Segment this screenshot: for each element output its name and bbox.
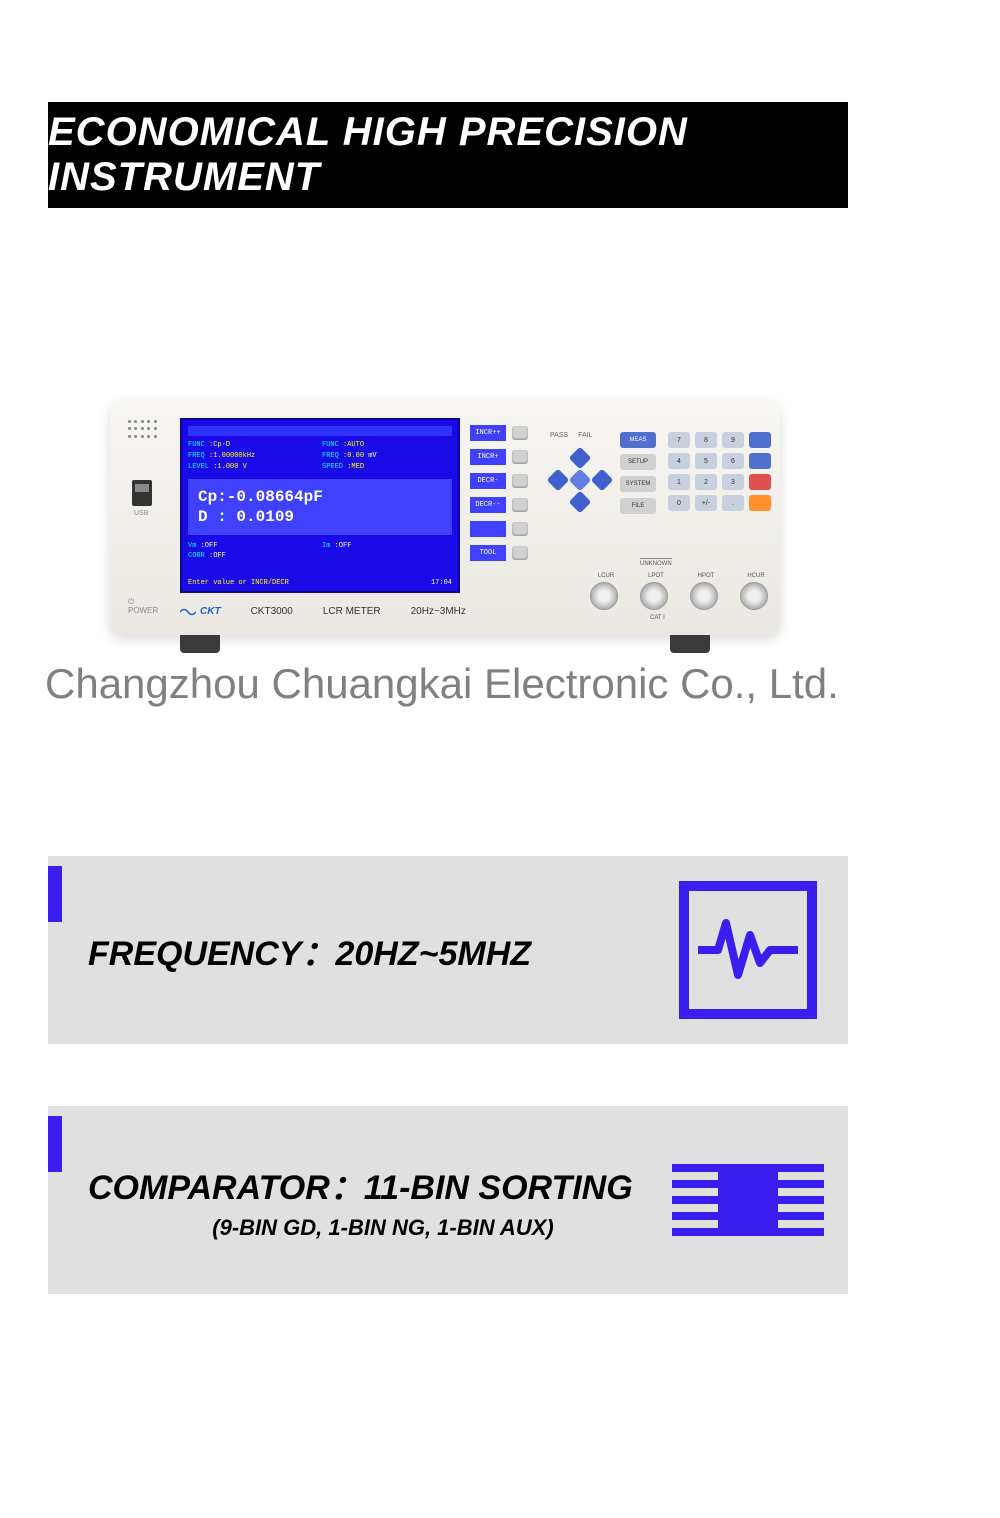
instrument-foot <box>670 635 710 653</box>
cat-label: CAT I <box>650 615 665 621</box>
header-banner: ECONOMICAL HIGH PRECISION INSTRUMENT <box>48 102 848 208</box>
system-button[interactable]: SYSTEM <box>620 476 656 492</box>
function-buttons: MEAS SETUP SYSTEM FILE <box>620 432 656 514</box>
key-fn1[interactable] <box>749 432 771 448</box>
unknown-label: UNKNOWN <box>640 558 672 567</box>
header-title: ECONOMICAL HIGH PRECISION INSTRUMENT <box>48 110 848 200</box>
meas-button[interactable]: MEAS <box>620 432 656 448</box>
instrument-photo: USB ⏻ POWER FUNC :Cp-D FUNC :AUTO FREQ :… <box>110 400 780 635</box>
feature-card-frequency: FREQUENCY：20HZ~5MHZ <box>48 856 848 1044</box>
numeric-keypad: 7 8 9 4 5 6 1 2 3 0 +/- . <box>668 432 771 511</box>
speaker-grille <box>128 420 158 440</box>
dpad-down[interactable] <box>569 491 592 514</box>
key-8[interactable]: 8 <box>695 432 717 448</box>
softkey-column: INCR++ INCR+ DECR- DECR-- TOOL <box>470 425 530 569</box>
chip-icon <box>678 1130 818 1270</box>
key-fn2[interactable] <box>749 453 771 469</box>
model-label: CKT3000 <box>251 606 293 617</box>
lcd-screen: FUNC :Cp-D FUNC :AUTO FREQ :1.00000kHz F… <box>180 418 460 593</box>
softkey-button[interactable] <box>512 450 528 464</box>
softkey-button[interactable] <box>512 474 528 488</box>
key-3[interactable]: 3 <box>722 474 744 490</box>
setup-button[interactable]: SETUP <box>620 454 656 470</box>
dpad-center[interactable] <box>569 469 592 492</box>
key-fn3[interactable] <box>749 474 771 490</box>
bnc-lcur <box>590 582 618 610</box>
key-dot[interactable]: . <box>722 495 744 511</box>
key-2[interactable]: 2 <box>695 474 717 490</box>
key-7[interactable]: 7 <box>668 432 690 448</box>
screen-main-reading: Cp:-0.08664pF D : 0.0109 <box>188 479 452 535</box>
type-label: LCR METER <box>323 606 381 617</box>
key-4[interactable]: 4 <box>668 453 690 469</box>
freq-range-label: 20Hz~3MHz <box>411 606 466 617</box>
company-name: Changzhou Chuangkai Electronic Co., Ltd. <box>45 660 839 708</box>
key-1[interactable]: 1 <box>668 474 690 490</box>
dpad-up[interactable] <box>569 447 592 470</box>
softkey-button[interactable] <box>512 546 528 560</box>
key-5[interactable]: 5 <box>695 453 717 469</box>
key-0[interactable]: 0 <box>668 495 690 511</box>
accent-bar <box>48 866 62 922</box>
file-button[interactable]: FILE <box>620 498 656 514</box>
navigation-dpad <box>550 450 610 510</box>
feature-card-comparator: COMPARATOR：11-BIN SORTING (9-BIN GD, 1-B… <box>48 1106 848 1294</box>
screen-prompt: Enter value or INCR/DECR <box>188 579 289 587</box>
key-6[interactable]: 6 <box>722 453 744 469</box>
usb-port <box>132 480 152 506</box>
brand-logo: CKT <box>180 606 221 617</box>
screen-time: 17:04 <box>431 579 452 587</box>
bnc-hpot <box>690 582 718 610</box>
dpad-left[interactable] <box>547 469 570 492</box>
usb-label: USB <box>134 510 148 517</box>
power-label: ⏻ POWER <box>128 597 158 615</box>
pass-fail-indicators: PASS FAIL <box>550 432 593 439</box>
feature-title: COMPARATOR：11-BIN SORTING <box>88 1160 678 1209</box>
bnc-labels: LCUR LPOT HPOT HCUR <box>590 573 772 579</box>
key-enter[interactable] <box>749 495 771 511</box>
bnc-connectors <box>590 582 768 610</box>
bnc-lpot <box>640 582 668 610</box>
accent-bar <box>48 1116 62 1172</box>
softkey-button[interactable] <box>512 498 528 512</box>
dpad-right[interactable] <box>591 469 614 492</box>
instrument-foot <box>180 635 220 653</box>
softkey-button[interactable] <box>512 426 528 440</box>
softkey-button[interactable] <box>512 522 528 536</box>
bnc-hcur <box>740 582 768 610</box>
key-sign[interactable]: +/- <box>695 495 717 511</box>
key-9[interactable]: 9 <box>722 432 744 448</box>
feature-title: FREQUENCY：20HZ~5MHZ <box>88 926 678 975</box>
feature-subtitle: (9-BIN GD, 1-BIN NG, 1-BIN AUX) <box>88 1215 678 1241</box>
brand-bar: CKT CKT3000 LCR METER 20Hz~3MHz <box>180 606 466 617</box>
waveform-icon <box>678 880 818 1020</box>
